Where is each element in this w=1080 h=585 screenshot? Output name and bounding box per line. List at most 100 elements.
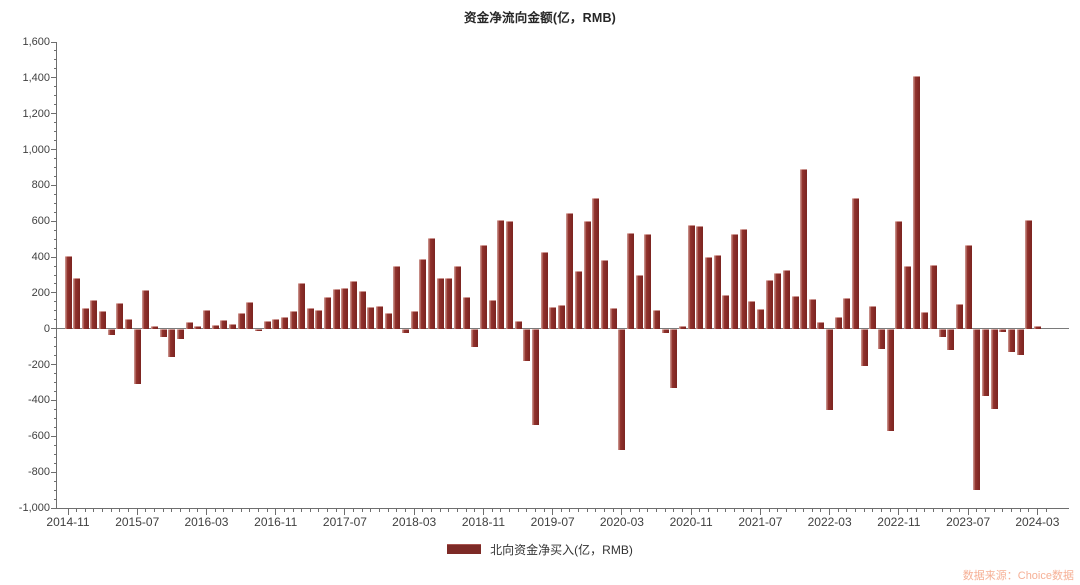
y-minor-tick [53,202,56,204]
y-minor-tick [53,86,56,88]
bar [479,245,487,329]
x-major-tick [205,509,207,515]
bar [999,328,1007,332]
bar [497,219,505,329]
y-minor-tick [53,175,56,177]
bar [575,271,583,329]
x-major-tick [136,509,138,515]
bar [99,310,107,329]
x-minor-tick [586,509,588,512]
zero-line [57,328,1069,330]
y-minor-tick [53,95,56,97]
y-axis-label: 800 [31,179,50,192]
y-minor-tick [53,301,56,303]
bar [661,328,669,333]
x-minor-tick [266,509,268,512]
x-minor-tick [682,509,683,512]
x-minor-tick [491,509,493,512]
bar [627,233,635,329]
bar [159,328,167,337]
x-minor-tick [500,509,502,512]
x-axis-label: 2022-11 [877,515,921,529]
bar [791,295,799,329]
bar [436,277,444,329]
bar [453,266,461,329]
bar [739,228,747,329]
y-axis-label: 600 [31,215,50,228]
bar [930,265,937,329]
bar [107,328,115,335]
x-minor-tick [656,509,658,512]
x-minor-tick [240,509,242,512]
x-minor-tick [881,509,883,512]
x-minor-tick [405,509,407,512]
y-axis-label: -600 [27,430,50,443]
x-major-tick [759,509,761,515]
y-axis-label: -200 [27,358,50,371]
y-minor-tick [53,247,56,249]
x-minor-tick [604,509,606,512]
x-major-tick [413,509,415,515]
y-minor-tick [53,355,56,357]
legend: 北向资金净买入(亿，RMB) [0,541,1080,557]
y-major-tick [51,220,56,222]
bar [748,301,756,329]
bar [540,252,548,329]
y-major-tick [51,41,56,43]
x-minor-tick [699,509,701,512]
bar [168,328,176,358]
bar [228,323,236,329]
x-minor-tick [231,509,233,512]
bar [852,197,860,329]
y-axis-label: -1,000 [18,502,50,514]
bar [194,326,202,329]
bar [592,197,600,329]
bar [332,289,340,329]
x-minor-tick [517,509,519,512]
bar [211,324,219,329]
bar [384,313,392,329]
bar [445,277,453,329]
y-minor-tick [53,274,56,276]
bar [90,300,98,329]
y-minor-tick [53,453,56,455]
bar [514,321,522,329]
bar [860,328,868,367]
y-major-tick [51,292,56,294]
x-axis-label: 2024-03 [1015,515,1060,529]
y-major-tick [51,328,56,330]
x-minor-tick [630,509,632,512]
y-minor-tick [53,498,56,500]
x-minor-tick [379,509,381,512]
x-major-tick [621,509,623,515]
bar [765,279,773,329]
x-minor-tick [889,509,891,512]
bar [635,274,643,329]
x-minor-tick [128,509,130,512]
x-major-tick [482,509,484,515]
x-axis-label: 2016-11 [254,515,298,529]
x-major-tick [967,509,969,515]
bar [1007,328,1015,352]
x-minor-tick [283,509,285,512]
x-minor-tick [993,509,995,512]
chart-title: 资金净流向金额(亿，RMB) [463,11,617,25]
y-major-tick [51,364,56,366]
bar [601,259,609,329]
x-minor-tick [716,509,718,512]
bar [973,328,981,490]
bar [886,328,894,432]
y-minor-tick [53,229,56,231]
x-minor-tick [664,509,666,512]
bar [358,291,366,329]
x-axis-label: 2022-03 [807,515,852,529]
bar [410,311,418,329]
bar [280,316,288,329]
bar [947,328,955,351]
bar [817,321,825,329]
bar [505,220,513,329]
bar [782,269,790,329]
x-minor-tick [301,509,303,512]
x-major-tick [690,509,692,515]
x-minor-tick [673,509,675,512]
